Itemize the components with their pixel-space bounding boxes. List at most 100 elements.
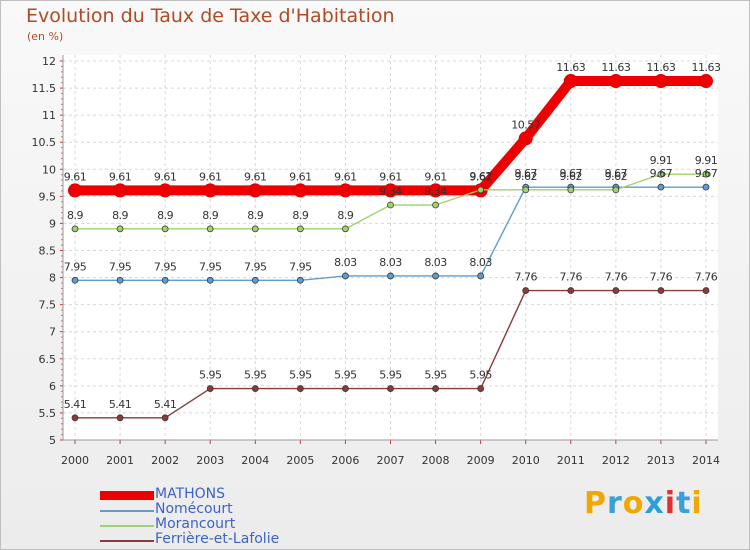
legend-label: Ferrière-et-Lafolie (155, 531, 280, 547)
data-label: 7.95 (199, 260, 222, 273)
logo-letter: t (676, 486, 692, 521)
axes: 5 5.5 6 6.5 7 7.5 8 8.5 9 9.5 10 10.5 11 11.5 12 2000 20… (32, 55, 720, 467)
x-tick-label: 2000 (61, 454, 89, 467)
data-point (296, 276, 304, 284)
x-tick-label: 2010 (512, 454, 540, 467)
data-point (653, 74, 668, 89)
legend-swatch (100, 540, 154, 542)
data-point (342, 225, 349, 233)
data-label: 8.9 (157, 209, 173, 222)
data-label: 11.63 (646, 61, 675, 74)
data-point (387, 201, 394, 209)
x-tick-label: 2001 (106, 454, 134, 467)
data-label: 5.41 (64, 398, 87, 411)
data-point (387, 385, 394, 392)
data-label: 11.63 (692, 61, 721, 74)
legend-label: Morancourt (155, 516, 236, 532)
x-tick-label: 2005 (286, 454, 314, 467)
data-label: 9.61 (154, 170, 177, 183)
series-nom-court (71, 183, 710, 284)
data-point (116, 414, 124, 422)
data-point (206, 225, 214, 233)
data-label: 9.61 (289, 170, 312, 183)
data-label: 10.57 (511, 118, 540, 131)
data-point (206, 276, 214, 284)
data-point (296, 385, 304, 392)
data-label: 11.63 (601, 61, 630, 74)
data-label: 9.34 (424, 185, 447, 198)
data-point (522, 287, 530, 294)
data-label: 9.67 (514, 167, 537, 180)
y-tick-label: 8.5 (39, 245, 57, 258)
data-label: 7.95 (64, 260, 87, 273)
data-label: 7.76 (650, 271, 673, 284)
legend-label: MATHONS (155, 486, 226, 502)
data-point (71, 225, 79, 233)
unit-label: (en %) (27, 30, 64, 43)
data-point (206, 385, 214, 392)
data-label: 9.61 (199, 170, 222, 183)
data-label: 8.9 (292, 209, 308, 222)
logo-letter: x (644, 486, 665, 521)
x-tick-label: 2011 (557, 454, 585, 467)
data-label: 5.95 (379, 369, 402, 382)
data-label: 8.03 (379, 256, 402, 269)
data-label: 9.62 (469, 170, 492, 183)
data-label: 5.95 (289, 369, 312, 382)
data-label: 8.9 (202, 209, 218, 222)
data-point (342, 272, 349, 280)
y-tick-label: 10 (42, 163, 56, 176)
data-point (71, 414, 79, 422)
data-point (657, 183, 665, 191)
data-label: 8.03 (334, 256, 357, 269)
data-point (161, 414, 169, 422)
y-tick-label: 6.5 (39, 353, 57, 366)
data-label: 5.95 (424, 369, 447, 382)
data-point (612, 287, 620, 294)
data-point (563, 74, 578, 89)
x-tick-label: 2013 (647, 454, 675, 467)
data-point (432, 385, 439, 392)
data-label: 9.67 (650, 167, 673, 180)
data-label: 5.95 (469, 369, 492, 382)
data-label: 9.62 (514, 170, 537, 183)
data-label: 7.76 (560, 271, 583, 284)
data-label: 9.61 (469, 170, 492, 183)
data-label: 9.61 (244, 170, 267, 183)
data-label: 9.67 (695, 167, 718, 180)
data-point (657, 170, 665, 178)
data-point (161, 225, 169, 233)
x-tick-label: 2006 (331, 454, 359, 467)
data-point (71, 276, 79, 284)
legend-swatch (100, 510, 154, 512)
data-point (518, 131, 533, 146)
data-point (567, 287, 575, 294)
y-tick-label: 9 (49, 217, 56, 230)
data-point (477, 272, 485, 280)
data-point (203, 183, 218, 198)
data-label: 9.61 (109, 170, 132, 183)
series-group (68, 74, 713, 422)
data-label: 7.76 (605, 271, 628, 284)
logo-letter: i (664, 486, 677, 521)
data-point (702, 183, 710, 191)
legend-label: Nomécourt (155, 501, 233, 517)
logo-letter: i (691, 486, 703, 521)
data-point (338, 183, 353, 198)
data-point (432, 201, 439, 209)
data-label: 5.95 (199, 369, 222, 382)
data-point (251, 276, 259, 284)
data-point (387, 272, 394, 280)
data-label: 5.95 (334, 369, 357, 382)
y-tick-label: 7 (49, 326, 56, 339)
legend-swatch (100, 491, 154, 500)
data-label: 5.41 (109, 398, 132, 411)
series-morancourt (71, 170, 710, 233)
y-tick-label: 6 (49, 380, 56, 393)
data-point (293, 183, 308, 198)
x-tick-label: 2004 (241, 454, 269, 467)
data-label: 7.95 (154, 260, 177, 273)
data-label: 9.61 (334, 170, 357, 183)
logo-letter: P (584, 486, 607, 521)
x-tick-label: 2002 (151, 454, 179, 467)
